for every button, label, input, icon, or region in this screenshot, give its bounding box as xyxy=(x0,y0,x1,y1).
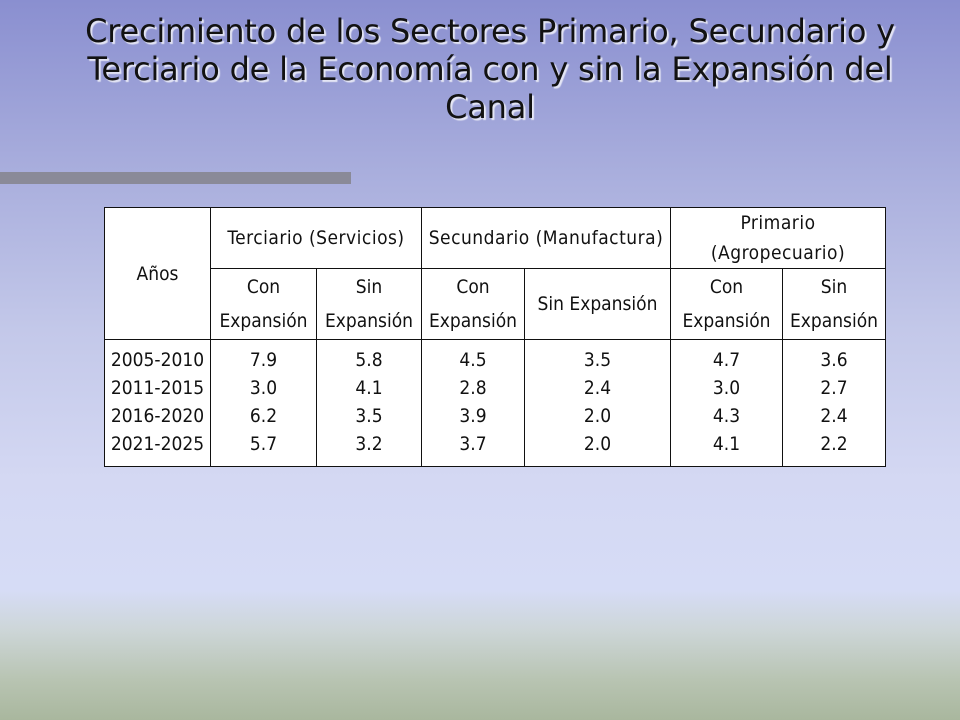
value-cell: 4.3 xyxy=(670,402,783,430)
sector-header-secundario: Secundario (Manufactura) xyxy=(421,207,671,269)
table-row: 2011-2015 3.0 4.1 2.8 2.4 3.0 2.7 xyxy=(104,374,886,402)
col-header-terciario-sin: Sin Expansión xyxy=(316,268,422,340)
value-cell: 2.2 xyxy=(782,430,886,467)
growth-table: Años Terciario (Servicios) Secundario (M… xyxy=(104,207,886,467)
value-cell: 4.5 xyxy=(421,339,525,374)
years-cell: 2021-2025 xyxy=(104,430,211,467)
col-header-secundario-sin: Sin Expansión xyxy=(524,268,671,340)
value-cell: 2.0 xyxy=(524,430,671,467)
value-cell: 3.9 xyxy=(421,402,525,430)
years-cell: 2005-2010 xyxy=(104,339,211,374)
sector-header-primario: Primario (Agropecuario) xyxy=(670,207,886,269)
slide-title: Crecimiento de los Sectores Primario, Se… xyxy=(85,12,895,126)
col-header-line2: Expansión xyxy=(789,310,879,332)
value-cell: 4.1 xyxy=(316,374,422,402)
value-cell: 4.7 xyxy=(670,339,783,374)
col-header-primario-con: Con Expansión xyxy=(670,268,783,340)
value-cell: 2.4 xyxy=(524,374,671,402)
years-cell: 2016-2020 xyxy=(104,402,211,430)
value-cell: 5.7 xyxy=(210,430,317,467)
value-cell: 6.2 xyxy=(210,402,317,430)
table-row: 2021-2025 5.7 3.2 3.7 2.0 4.1 2.2 xyxy=(104,430,886,467)
table-row: 2016-2020 6.2 3.5 3.9 2.0 4.3 2.4 xyxy=(104,402,886,430)
col-header-line2: Expansión xyxy=(324,310,414,332)
col-header-line1: Sin xyxy=(355,276,383,298)
col-header-line1: Sin xyxy=(820,276,848,298)
col-header-line2: Expansión xyxy=(428,310,518,332)
value-cell: 3.0 xyxy=(210,374,317,402)
value-cell: 2.7 xyxy=(782,374,886,402)
value-cell: 3.6 xyxy=(782,339,886,374)
value-cell: 2.4 xyxy=(782,402,886,430)
col-header-line1: Con xyxy=(246,276,281,298)
value-cell: 3.5 xyxy=(316,402,422,430)
value-cell: 3.7 xyxy=(421,430,525,467)
value-cell: 7.9 xyxy=(210,339,317,374)
growth-table-container: Años Terciario (Servicios) Secundario (M… xyxy=(104,207,886,467)
col-header-line2: Expansión xyxy=(219,310,308,332)
title-underline-bar xyxy=(0,172,351,184)
col-header-terciario-con: Con Expansión xyxy=(210,268,317,340)
table-row: 2005-2010 7.9 5.8 4.5 3.5 4.7 3.6 xyxy=(104,339,886,374)
col-header-primario-sin: Sin Expansión xyxy=(782,268,886,340)
value-cell: 3.5 xyxy=(524,339,671,374)
value-cell: 4.1 xyxy=(670,430,783,467)
years-cell: 2011-2015 xyxy=(104,374,211,402)
col-header-secundario-con: Con Expansión xyxy=(421,268,525,340)
years-header: Años xyxy=(104,207,211,340)
value-cell: 3.0 xyxy=(670,374,783,402)
col-header-line1: Con xyxy=(709,276,744,298)
value-cell: 3.2 xyxy=(316,430,422,467)
col-header-line2: Expansión xyxy=(682,310,771,332)
value-cell: 2.8 xyxy=(421,374,525,402)
value-cell: 2.0 xyxy=(524,402,671,430)
value-cell: 5.8 xyxy=(316,339,422,374)
sector-header-terciario: Terciario (Servicios) xyxy=(210,207,422,269)
col-header-line1: Con xyxy=(456,276,490,298)
